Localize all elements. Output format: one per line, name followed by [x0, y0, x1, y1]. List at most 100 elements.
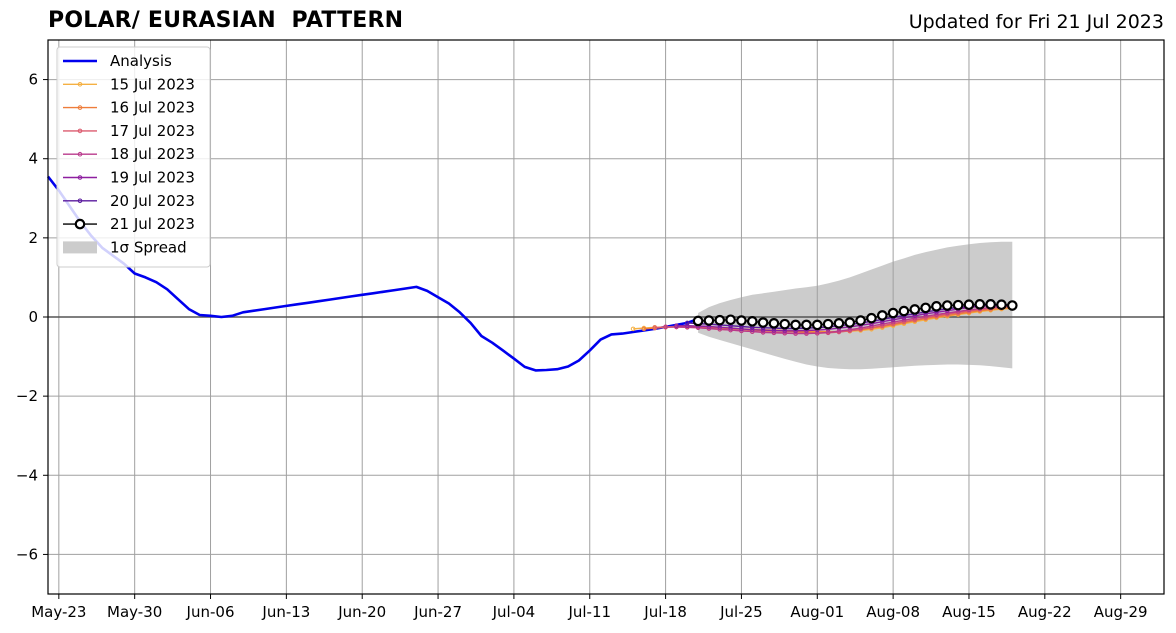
- y-tick-label: 4: [28, 150, 38, 168]
- legend-label: Analysis: [110, 52, 172, 70]
- legend-marker: [77, 198, 83, 204]
- x-tick-label: Aug-08: [866, 603, 920, 621]
- updated-date: Updated for Fri 21 Jul 2023: [908, 11, 1164, 33]
- legend-marker: [77, 105, 83, 110]
- data-point: [746, 316, 758, 327]
- series-18-jul-2023: [663, 303, 1015, 336]
- series-21-jul-2023: [692, 299, 1018, 331]
- legend-label: 20 Jul 2023: [110, 192, 195, 210]
- data-point: [630, 326, 636, 332]
- data-point: [714, 314, 726, 326]
- legend-label: 1σ Spread: [110, 238, 187, 256]
- chart-title: POLAR/ EURASIAN PATTERN: [48, 8, 404, 33]
- data-point: [898, 305, 910, 317]
- series-line: [46, 175, 699, 372]
- data-point: [847, 327, 853, 332]
- tick-group: May-23 May-30 Jun-06 Jun-13 Jun-20 Jun-27 Jul-…: [16, 71, 1148, 621]
- x-tick-label: Jul-04: [492, 603, 536, 621]
- x-tick-label: Jul-11: [567, 603, 611, 621]
- data-point: [887, 307, 899, 319]
- data-point: [779, 318, 791, 330]
- y-tick-label: 6: [28, 71, 38, 89]
- legend-label: 18 Jul 2023: [110, 145, 195, 163]
- legend-label: 21 Jul 2023: [110, 215, 195, 233]
- legend-item: 19 Jul 2023: [63, 169, 195, 187]
- legend-item: 16 Jul 2023: [63, 99, 195, 117]
- y-tick-label: 0: [28, 308, 38, 326]
- x-tick-label: Jun-27: [413, 603, 462, 621]
- data-point: [811, 319, 823, 331]
- legend-label: 16 Jul 2023: [110, 99, 195, 117]
- data-point: [920, 302, 931, 314]
- series-line: [665, 305, 1013, 335]
- data-point: [844, 317, 856, 328]
- spread-band-group: [698, 241, 1013, 370]
- legend-label: 15 Jul 2023: [110, 75, 195, 93]
- data-point: [1007, 300, 1018, 311]
- y-tick-label: −2: [16, 387, 38, 405]
- x-tick-label: Jun-13: [261, 603, 310, 621]
- legend: Analysis 15 Jul 2023 16 Jul 2023 17 Jul 202…: [56, 46, 211, 268]
- data-point: [801, 319, 812, 331]
- data-point: [768, 318, 780, 329]
- x-tick-label: Jun-06: [186, 603, 235, 621]
- legend-marker: [74, 218, 86, 230]
- x-tick-label: Jun-20: [337, 603, 386, 621]
- data-point: [855, 315, 866, 326]
- data-point: [963, 299, 975, 311]
- data-point: [793, 331, 798, 336]
- x-tick-label: Aug-29: [1094, 603, 1148, 621]
- data-point: [996, 299, 1007, 311]
- data-point: [674, 323, 679, 329]
- x-tick-label: Jul-25: [719, 603, 763, 621]
- data-point: [703, 315, 715, 326]
- data-point: [725, 314, 736, 326]
- legend-item: 1σ Spread: [63, 238, 187, 256]
- legend-marker: [77, 151, 83, 157]
- legend-box: [56, 46, 211, 268]
- data-point: [641, 326, 647, 332]
- series-group: [46, 175, 1018, 372]
- data-point: [652, 325, 658, 330]
- x-tick-label: Aug-15: [942, 603, 996, 621]
- data-point: [876, 310, 888, 321]
- legend-label: 17 Jul 2023: [110, 122, 195, 140]
- legend-item: 15 Jul 2023: [63, 75, 195, 93]
- legend-item: 20 Jul 2023: [63, 192, 195, 210]
- series-analysis: [46, 175, 699, 372]
- x-tick-label: Aug-01: [790, 603, 844, 621]
- data-point: [974, 299, 986, 310]
- data-point: [909, 304, 921, 315]
- legend-item: 21 Jul 2023: [63, 215, 195, 233]
- legend-marker: [77, 82, 83, 87]
- x-tick-label: Jul-18: [643, 603, 687, 621]
- x-tick-label: May-30: [107, 603, 162, 621]
- data-point: [684, 320, 690, 326]
- spread-band: [698, 241, 1013, 370]
- data-point: [663, 324, 668, 330]
- legend-item: 18 Jul 2023: [63, 145, 195, 163]
- data-point: [790, 319, 801, 331]
- y-tick-label: −4: [16, 466, 38, 484]
- x-tick-label: May-23: [31, 603, 86, 621]
- y-tick-label: −6: [16, 545, 38, 563]
- data-point: [833, 318, 845, 329]
- data-point: [866, 312, 877, 324]
- data-point: [684, 323, 690, 329]
- legend-item: 17 Jul 2023: [63, 122, 195, 140]
- legend-item: Analysis: [63, 52, 172, 70]
- data-point: [858, 325, 863, 331]
- legend-marker: [77, 128, 83, 134]
- y-tick-label: 2: [28, 229, 38, 247]
- x-tick-label: Aug-22: [1018, 603, 1072, 621]
- data-point: [736, 315, 747, 326]
- data-point: [952, 299, 964, 311]
- data-point: [692, 315, 704, 327]
- data-point: [757, 317, 769, 328]
- data-point: [985, 299, 996, 310]
- legend-swatch: [63, 241, 97, 254]
- data-point: [942, 300, 953, 311]
- data-point: [822, 318, 834, 330]
- legend-marker: [77, 175, 83, 180]
